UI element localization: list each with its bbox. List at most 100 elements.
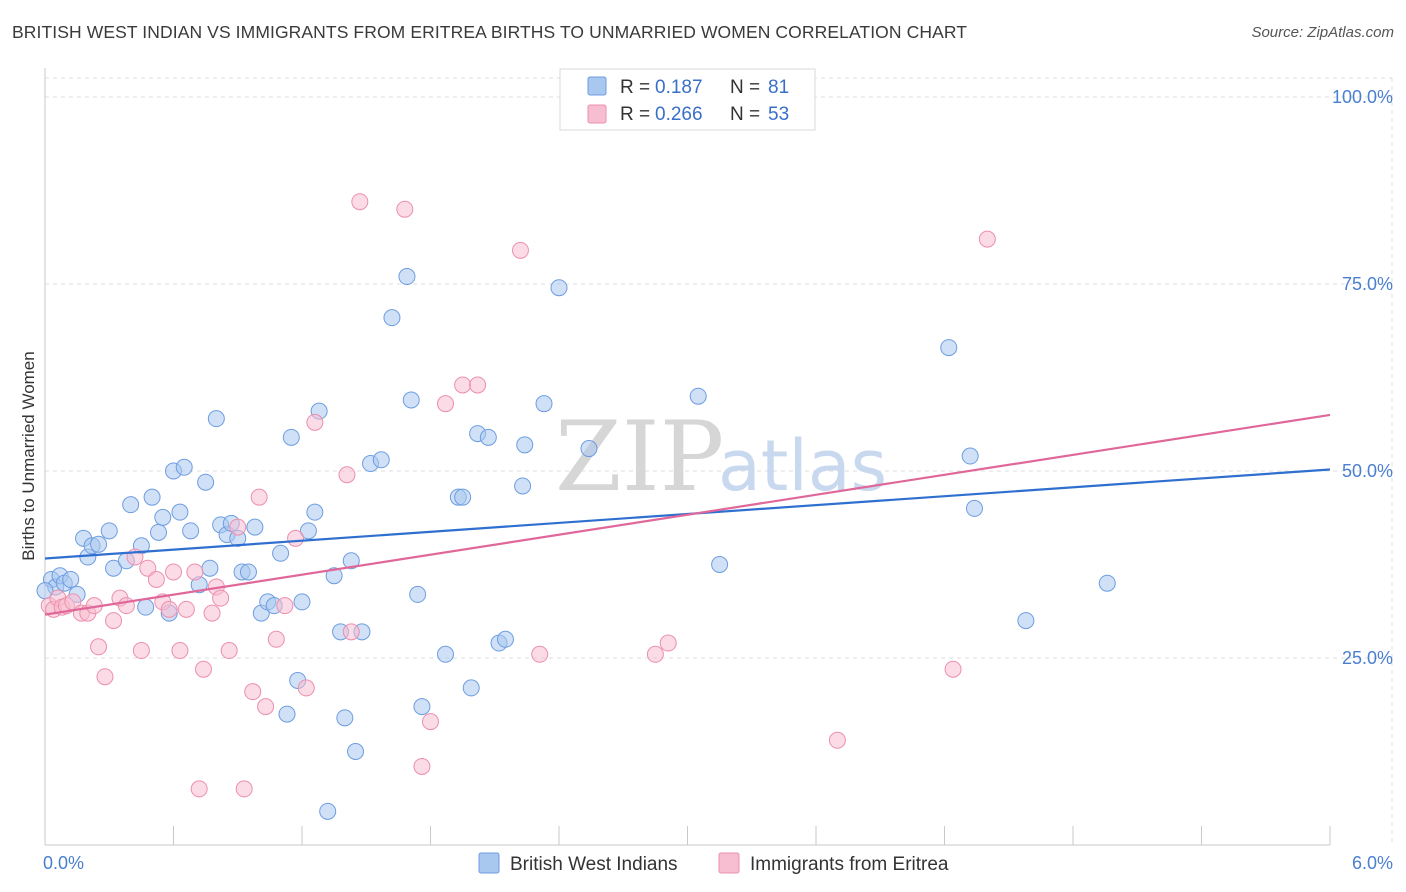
point-bwi-71 xyxy=(550,279,568,297)
point-eritrea-19 xyxy=(160,600,178,618)
point-eritrea-51 xyxy=(646,645,664,663)
point-bwi-22 xyxy=(175,458,193,476)
watermark: ZIP atlas xyxy=(555,401,887,513)
point-eritrea-9 xyxy=(90,638,108,656)
point-bwi-18 xyxy=(154,508,172,526)
point-eritrea-30 xyxy=(229,518,247,536)
point-eritrea-25 xyxy=(194,660,212,678)
point-eritrea-55 xyxy=(978,230,996,248)
point-eritrea-32 xyxy=(244,683,262,701)
y-tick-label-3: 100.0% xyxy=(1332,87,1393,107)
point-bwi-59 xyxy=(413,698,431,716)
point-bwi-10 xyxy=(100,522,118,540)
point-eritrea-23 xyxy=(186,563,204,581)
legend-box: R = 0.187 N = 81 R = 0.266 N = 53 xyxy=(559,68,816,131)
y-tick-label-2: 75.0% xyxy=(1342,274,1393,294)
point-bwi-25 xyxy=(197,473,215,491)
source-label: Source: ZipAtlas.com xyxy=(1251,24,1394,41)
point-bwi-11 xyxy=(105,559,123,577)
point-bwi-38 xyxy=(272,544,290,562)
point-eritrea-36 xyxy=(276,597,294,615)
point-bwi-75 xyxy=(940,339,958,357)
legend-swatch-blue xyxy=(587,76,607,96)
point-bwi-43 xyxy=(299,522,317,540)
point-bwi-13 xyxy=(122,496,140,514)
point-eritrea-43 xyxy=(396,200,414,218)
x-tick-labels: 0.0% 6.0% xyxy=(43,853,1393,873)
legend-r-label-0: R = xyxy=(620,77,650,98)
y-axis-label: Births to Unmarried Women xyxy=(19,351,38,560)
point-eritrea-22 xyxy=(177,600,195,618)
point-bwi-47 xyxy=(325,567,343,585)
point-bwi-21 xyxy=(171,503,189,521)
bottom-legend: British West Indians Immigrants from Eri… xyxy=(478,852,949,875)
point-eritrea-42 xyxy=(351,193,369,211)
point-bwi-76 xyxy=(961,447,979,465)
point-bwi-70 xyxy=(535,395,553,413)
point-eritrea-10 xyxy=(96,668,114,686)
point-eritrea-46 xyxy=(436,395,454,413)
watermark-atlas: atlas xyxy=(718,425,887,507)
bottom-legend-label-0: British West Indians xyxy=(510,854,678,875)
point-eritrea-39 xyxy=(306,413,324,431)
point-bwi-23 xyxy=(182,522,200,540)
legend-n-value-1: 53 xyxy=(768,104,789,125)
point-eritrea-28 xyxy=(212,589,230,607)
legend-r-label-1: R = xyxy=(620,104,650,125)
bottom-legend-swatch-pink xyxy=(718,852,740,874)
bottom-legend-label-1: Immigrants from Eritrea xyxy=(750,854,949,875)
y-tick-label-0: 25.0% xyxy=(1342,648,1393,668)
point-bwi-9 xyxy=(90,535,108,553)
point-bwi-42 xyxy=(293,593,311,611)
point-bwi-51 xyxy=(347,743,365,760)
legend-n-label-0: N = xyxy=(730,77,760,98)
point-eritrea-24 xyxy=(190,780,208,798)
point-bwi-72 xyxy=(580,440,598,458)
point-bwi-46 xyxy=(319,802,337,820)
point-eritrea-38 xyxy=(297,679,315,697)
point-bwi-77 xyxy=(965,499,983,517)
point-eritrea-52 xyxy=(659,634,677,652)
point-eritrea-20 xyxy=(165,563,182,581)
point-bwi-56 xyxy=(398,268,416,286)
x-tick-label-1: 6.0% xyxy=(1352,853,1393,873)
point-bwi-79 xyxy=(1098,574,1116,592)
point-bwi-34 xyxy=(246,518,264,536)
legend-r-value-1: 0.266 xyxy=(655,104,703,125)
legend-swatch-pink xyxy=(587,104,607,124)
legend-n-value-0: 81 xyxy=(768,77,789,98)
point-eritrea-47 xyxy=(454,376,472,394)
point-eritrea-15 xyxy=(132,642,150,660)
point-bwi-73 xyxy=(689,387,707,405)
point-bwi-65 xyxy=(479,428,497,446)
point-eritrea-53 xyxy=(828,731,846,749)
point-bwi-15 xyxy=(137,598,155,616)
point-bwi-40 xyxy=(282,428,300,446)
point-eritrea-45 xyxy=(422,713,439,731)
point-bwi-74 xyxy=(711,556,729,573)
point-bwi-58 xyxy=(409,585,427,603)
point-eritrea-37 xyxy=(287,529,305,547)
point-bwi-69 xyxy=(516,436,534,454)
point-bwi-78 xyxy=(1017,612,1035,630)
y-tick-label-1: 50.0% xyxy=(1342,461,1393,481)
bottom-legend-swatch-blue xyxy=(478,852,500,874)
watermark-zip: ZIP xyxy=(555,401,724,513)
y-tick-labels: 25.0% 50.0% 75.0% 100.0% xyxy=(1332,87,1393,668)
point-bwi-39 xyxy=(278,705,296,723)
point-eritrea-17 xyxy=(147,570,165,588)
point-bwi-57 xyxy=(402,391,420,409)
trend-line-eritrea xyxy=(44,413,1331,616)
point-bwi-33 xyxy=(239,563,257,581)
point-bwi-50 xyxy=(342,552,360,570)
point-eritrea-50 xyxy=(531,645,549,663)
point-eritrea-40 xyxy=(338,466,356,484)
point-bwi-27 xyxy=(207,410,225,428)
axes xyxy=(44,68,1331,846)
point-eritrea-21 xyxy=(171,642,189,660)
point-eritrea-33 xyxy=(250,488,268,506)
point-eritrea-49 xyxy=(511,241,529,259)
point-eritrea-26 xyxy=(203,604,221,622)
point-bwi-26 xyxy=(201,559,219,577)
